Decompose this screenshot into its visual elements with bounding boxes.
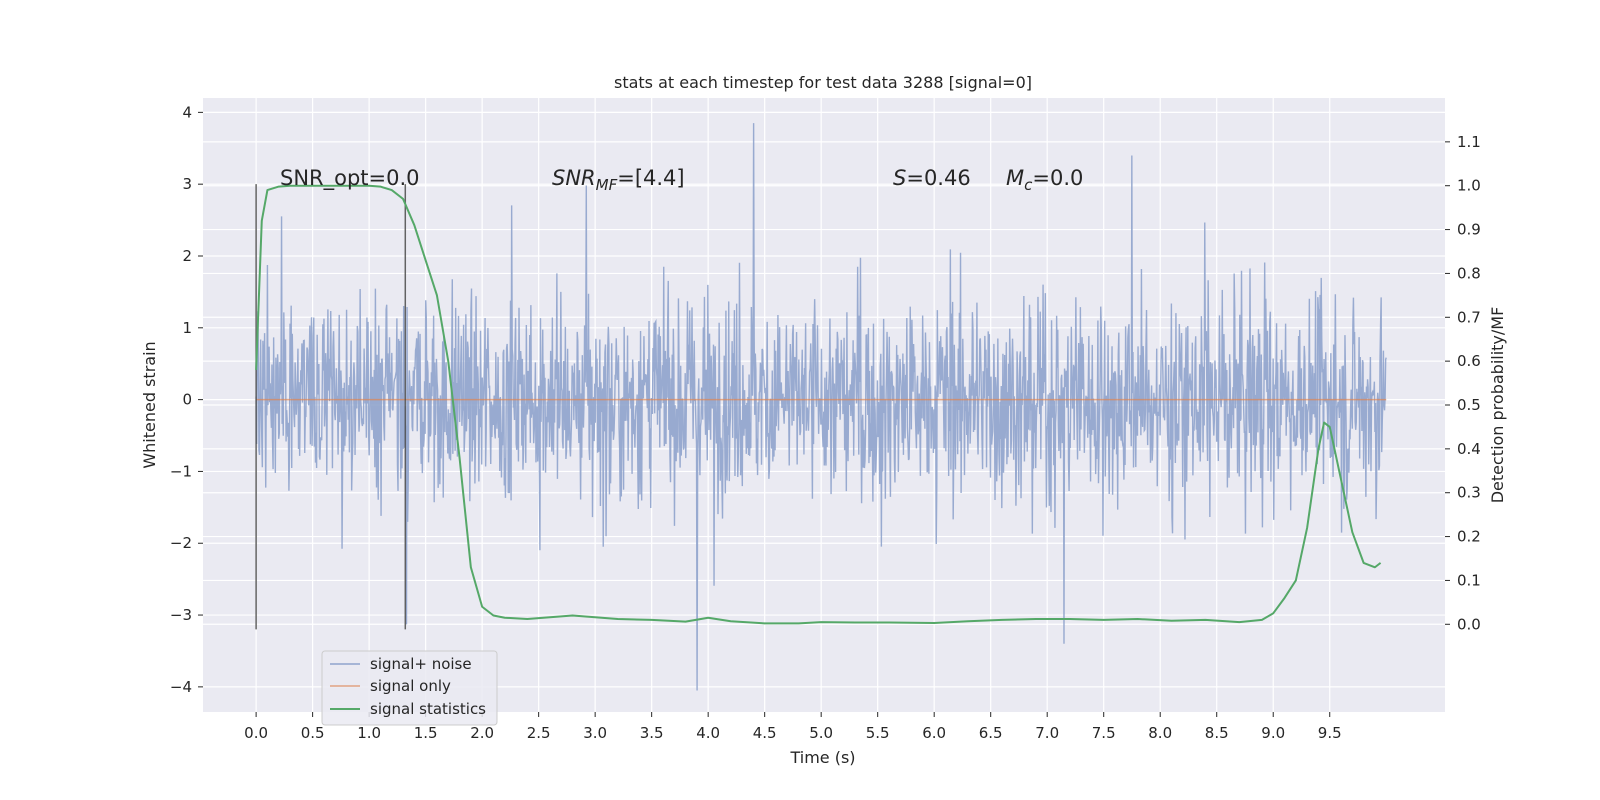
annotation-snr-mf-name: SNR: [552, 166, 596, 190]
annotation-mc: Mc=0.0: [1006, 166, 1083, 194]
x-tick-label: 9.5: [1318, 724, 1342, 742]
annotation-mc-name: M: [1006, 166, 1024, 190]
y-right-tick-label: 1.1: [1457, 133, 1481, 151]
y-right-tick-label: 0.4: [1457, 440, 1481, 458]
x-axis-ticks: 0.0 0.5 1.0 1.5 2.0 2.5 3.0 3.5 4.0 4.5 5.0 5.5 6.0 6…: [244, 712, 1342, 742]
y-tick-label: −4: [170, 678, 192, 696]
x-tick-label: 8.5: [1205, 724, 1229, 742]
y-tick-label: 1: [182, 319, 192, 337]
annotation-snr-mf-value: =[4.4]: [617, 166, 684, 190]
y-right-tick-label: 0.5: [1457, 396, 1481, 414]
annotation-mc-sub: c: [1024, 176, 1033, 194]
y-right-tick-label: 0.6: [1457, 352, 1481, 370]
x-tick-label: 4.0: [696, 724, 720, 742]
legend: signal+ noise signal only signal statist…: [321, 650, 498, 726]
x-tick-label: 8.0: [1148, 724, 1172, 742]
annotation-snr-mf-sub: MF: [596, 176, 618, 194]
series-signal-statistics: [255, 184, 1382, 625]
annotation-snr-opt: SNR_opt=0.0: [280, 166, 420, 191]
y-right-tick-label: 0.1: [1457, 571, 1481, 589]
y-right-tick-label: 0.8: [1457, 264, 1481, 282]
y-tick-label: 3: [182, 175, 192, 193]
y-right-tick-label: 0.0: [1457, 615, 1481, 633]
x-tick-label: 6.0: [922, 724, 946, 742]
x-tick-label: 4.5: [753, 724, 777, 742]
y-tick-label: −3: [170, 606, 192, 624]
y-right-tick-label: 1.0: [1457, 177, 1481, 195]
y-tick-label: 0: [182, 391, 192, 409]
annotation-s-name: S: [893, 166, 906, 190]
y-axis-right-ticks: 0.0 0.1 0.2 0.3 0.4 0.5 0.6 0.7 0.8 0.9 1.0 1.1: [1445, 133, 1481, 633]
x-tick-label: 0.5: [301, 724, 325, 742]
signal-statistics-line: [255, 184, 1382, 625]
x-tick-label: 5.0: [809, 724, 833, 742]
x-tick-label: 7.0: [1035, 724, 1059, 742]
x-tick-label: 0.0: [244, 724, 268, 742]
annotations: SNR_opt=0.0 SNRMF=[4.4] S=0.46 Mc=0.0: [280, 166, 1083, 194]
y-tick-label: 4: [182, 103, 192, 121]
legend-box: [321, 650, 498, 726]
vertical-markers: [255, 184, 407, 630]
y-right-tick-label: 0.3: [1457, 484, 1481, 502]
x-tick-label: 7.5: [1092, 724, 1116, 742]
chart-title: stats at each timestep for test data 328…: [614, 73, 1032, 92]
x-tick-label: 6.5: [979, 724, 1003, 742]
x-tick-label: 2.0: [470, 724, 494, 742]
y-tick-label: −1: [170, 462, 192, 480]
legend-label-signal-statistics: signal statistics: [370, 700, 486, 718]
series-signal-plus-noise: [255, 123, 1387, 691]
x-tick-label: 1.5: [414, 724, 438, 742]
legend-label-signal-only: signal only: [370, 677, 451, 695]
y-right-tick-label: 0.7: [1457, 308, 1481, 326]
x-tick-label: 5.5: [866, 724, 890, 742]
y-axis-label: Whitened strain: [140, 341, 159, 468]
annotation-snr-mf: SNRMF=[4.4]: [552, 166, 685, 194]
signal-plus-noise-line: [255, 123, 1387, 691]
x-tick-label: 2.5: [527, 724, 551, 742]
annotation-s-value: =0.46: [906, 166, 970, 190]
y-right-tick-label: 0.9: [1457, 221, 1481, 239]
y-axis-left-ticks: −4 −3 −2 −1 0 1 2 3 4: [170, 103, 203, 696]
legend-label-signal-plus-noise: signal+ noise: [370, 655, 472, 673]
x-axis-label: Time (s): [789, 748, 855, 767]
y-right-tick-label: 0.2: [1457, 528, 1481, 546]
y-tick-label: 2: [182, 247, 192, 265]
x-tick-label: 1.0: [357, 724, 381, 742]
annotation-mc-value: =0.0: [1032, 166, 1083, 190]
x-tick-label: 3.5: [640, 724, 664, 742]
annotation-s: S=0.46: [893, 166, 971, 190]
x-tick-label: 9.0: [1261, 724, 1285, 742]
y-axis-right-label: Detection probability/MF: [1488, 307, 1507, 504]
y-tick-label: −2: [170, 534, 192, 552]
x-tick-label: 3.0: [583, 724, 607, 742]
